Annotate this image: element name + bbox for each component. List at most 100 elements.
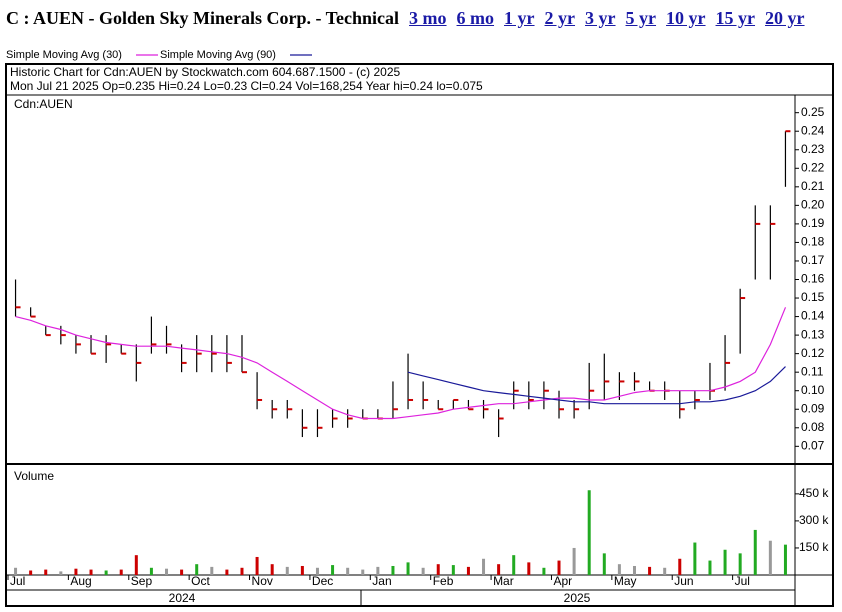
volume-bar [406,562,410,575]
volume-bar [361,569,365,575]
y-tick-label: 0.12 [801,346,825,360]
legend-label: Simple Moving Avg (30) [6,49,122,61]
caption: Historic Chart for Cdn:AUEN by Stockwatc… [10,65,400,79]
legend-label: Simple Moving Avg (90) [160,49,276,61]
x-tick-label: Sep [131,574,153,588]
volume-bar [512,555,516,575]
volume-bar [527,562,531,575]
y-tick-label: 0.07 [801,438,825,452]
volume-bar [74,568,78,575]
volume-bar [678,558,682,575]
x-tick-label: Jun [674,574,693,588]
year-label: 2024 [169,591,196,605]
y-tick-label: 0.14 [801,309,825,323]
header: C : AUEN - Golden Sky Minerals Corp. - T… [6,5,805,31]
volume-bar [376,566,380,575]
volume-bar [149,567,153,575]
volume-bar [632,565,636,575]
period-link[interactable]: 5 yr [625,7,657,28]
volume-bar [753,529,757,575]
volume-bar [195,564,199,575]
volume-bar [542,567,546,575]
volume-bar [466,566,470,575]
volume-bar [738,553,742,575]
y-tick-label: 0.25 [801,105,825,119]
volume-bar [602,553,606,575]
y-tick-label: 0.24 [801,123,825,137]
volume-tick-label: 450 k [799,486,829,500]
symbol: Cdn:AUEN [14,97,73,111]
volume-bar [59,571,63,575]
volume-bar [346,567,350,575]
volume-bar [783,544,787,575]
volume-bar [723,549,727,575]
volume-bar [436,564,440,575]
period-link[interactable]: 2 yr [544,7,576,28]
period-link[interactable]: 15 yr [715,7,756,28]
volume-bar [421,567,425,575]
x-tick-label: Jan [372,574,391,588]
volume-bar [44,569,48,575]
y-tick-label: 0.16 [801,272,825,286]
volume-bar [648,566,652,575]
year-label: 2025 [564,591,591,605]
y-tick-label: 0.08 [801,420,825,434]
x-tick-label: Dec [312,574,333,588]
x-tick-label: Feb [433,574,454,588]
volume-bar [270,564,274,575]
y-tick-label: 0.09 [801,401,825,415]
volume-bar [587,490,591,575]
volume-label: Volume [14,469,54,483]
y-tick-label: 0.11 [801,364,824,378]
volume-bar [180,569,184,575]
volume-bar [14,567,18,575]
volume-bar [617,564,621,575]
y-tick-label: 0.21 [801,179,825,193]
volume-tick-label: 150 k [799,540,829,554]
x-tick-label: Oct [191,574,210,588]
volume-bar [165,568,169,575]
volume-bar [225,569,229,575]
page-title: C : AUEN - Golden Sky Minerals Corp. - T… [6,7,400,28]
volume-bar [572,547,576,575]
volume-tick-label: 300 k [799,513,829,527]
volume-bar [89,569,93,575]
y-tick-label: 0.15 [801,290,825,304]
volume-bar [391,565,395,575]
x-tick-label: Nov [252,574,273,588]
volume-bar [557,560,561,575]
volume-bar [768,540,772,575]
y-tick-label: 0.20 [801,198,825,212]
volume-bar [210,566,214,575]
period-link[interactable]: 10 yr [666,7,706,28]
y-tick-label: 0.13 [801,327,825,341]
moving-average [15,307,787,420]
period-link[interactable]: 6 mo [456,7,495,28]
period-link[interactable]: 1 yr [504,7,535,28]
volume-bar [255,556,259,575]
period-link[interactable]: 3 yr [585,7,616,28]
volume-bar [482,558,486,575]
y-tick-label: 0.10 [801,383,825,397]
volume-bar [300,565,304,575]
y-tick-label: 0.22 [801,160,825,174]
volume-bar [119,569,123,575]
volume-bar [663,567,667,575]
x-tick-label: Mar [493,574,514,588]
y-tick-label: 0.19 [801,216,825,230]
period-link[interactable]: 3 mo [409,7,447,28]
volume-bar [315,567,319,575]
y-tick-label: 0.18 [801,235,825,249]
moving-average [407,366,786,405]
quote-line: Mon Jul 21 2025 Op=0.235 Hi=0.24 Lo=0.23… [10,79,483,93]
x-tick-label: Jul [735,574,750,588]
y-tick-label: 0.17 [801,253,825,267]
period-link[interactable]: 20 yr [765,7,805,28]
volume-bar [29,570,33,575]
x-tick-label: Apr [553,574,572,588]
volume-bar [104,570,108,575]
volume-bar [497,564,501,575]
volume-bar [240,567,244,575]
